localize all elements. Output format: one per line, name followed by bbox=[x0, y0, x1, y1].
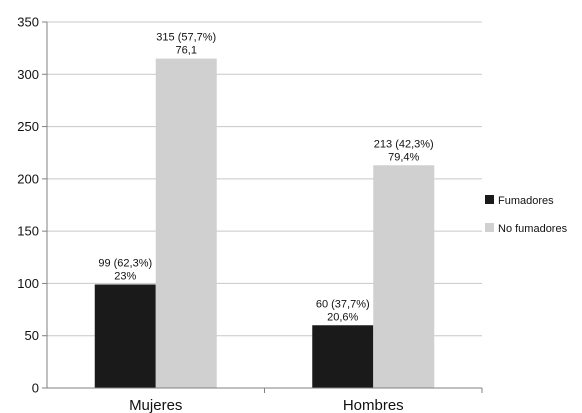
bar-fumadores bbox=[312, 325, 374, 388]
data-label: 20,6% bbox=[327, 311, 358, 323]
x-category-label: Hombres bbox=[343, 397, 404, 413]
data-label: 76,1 bbox=[176, 45, 197, 57]
bars bbox=[94, 58, 435, 388]
bar-no-fumadores bbox=[155, 58, 217, 388]
data-label: 23% bbox=[114, 270, 136, 282]
data-label: 99 (62,3%) bbox=[98, 257, 152, 269]
data-label: 60 (37,7%) bbox=[316, 298, 370, 310]
data-label: 315 (57,7%) bbox=[156, 32, 216, 44]
y-tick-label: 250 bbox=[17, 119, 39, 134]
y-tick-label: 350 bbox=[17, 15, 39, 30]
data-label: 79,4% bbox=[388, 151, 419, 163]
legend-swatch bbox=[485, 195, 494, 204]
legend-label: Fumadores bbox=[498, 195, 554, 207]
y-axis-ticks: 0 50 100 150 200 250 300 350 bbox=[17, 15, 47, 396]
data-labels: 99 (62,3%)23% 315 (57,7%)76,1 60 (37,7%)20… bbox=[98, 32, 433, 324]
x-axis: Mujeres Hombres bbox=[46, 22, 483, 413]
y-tick-label: 200 bbox=[17, 171, 39, 186]
data-label: 213 (42,3%) bbox=[374, 138, 434, 150]
y-tick-label: 150 bbox=[17, 224, 39, 239]
y-tick-label: 300 bbox=[17, 67, 39, 82]
bar-no-fumadores bbox=[373, 165, 435, 388]
y-tick-label: 100 bbox=[17, 276, 39, 291]
gridlines bbox=[47, 21, 482, 337]
legend-swatch bbox=[485, 223, 494, 232]
legend-label: No fumadores bbox=[498, 223, 568, 235]
x-category-label: Mujeres bbox=[129, 397, 182, 413]
bar-fumadores bbox=[94, 284, 156, 388]
y-tick-label: 50 bbox=[25, 328, 39, 343]
legend: Fumadores No fumadores bbox=[485, 195, 568, 235]
y-tick-label: 0 bbox=[32, 381, 39, 396]
